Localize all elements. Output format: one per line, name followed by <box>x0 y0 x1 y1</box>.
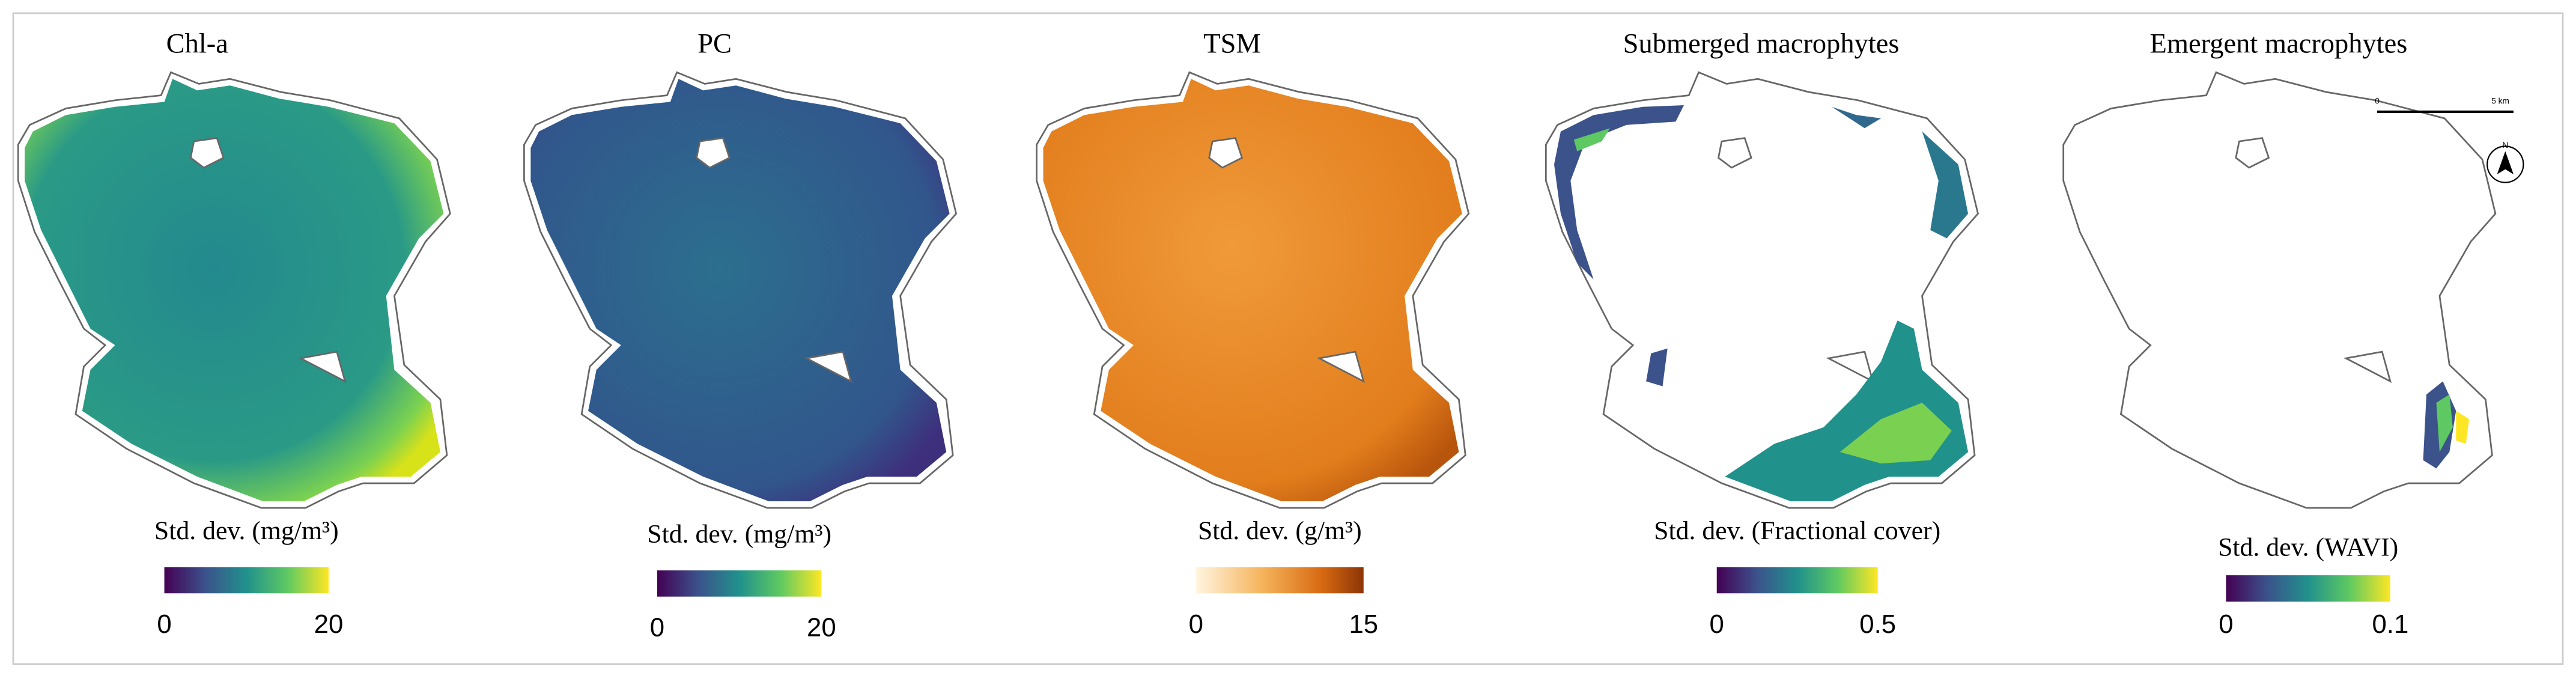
colorbar-tick: 0 <box>1189 609 1203 639</box>
colorbar <box>1716 567 1878 594</box>
colorbar <box>657 570 822 597</box>
colorbar-label: Std. dev. (mg/m³) <box>154 516 339 545</box>
panel-title: PC <box>697 29 732 60</box>
north-arrow: N <box>2486 141 2524 183</box>
colorbar-label: Std. dev. (Fractional cover) <box>1654 516 1940 545</box>
scale-start: 0 <box>2375 96 2380 105</box>
colorbar-tick: 0 <box>2219 609 2233 639</box>
colorbar <box>1195 567 1364 594</box>
colorbar <box>164 567 329 594</box>
colorbar-tick: 15 <box>1349 609 1378 639</box>
maps <box>17 71 2497 509</box>
colorbar-tick: 0 <box>157 609 171 639</box>
colorbar-tick: 20 <box>314 609 344 639</box>
panel-title: Chl-a <box>166 29 228 60</box>
colorbar-label: Std. dev. (g/m³) <box>1198 516 1362 545</box>
panel-title: Emergent macrophytes <box>2150 29 2408 60</box>
scale-end: 5 km <box>2491 96 2509 105</box>
colorbar-tick: 0.5 <box>1859 609 1896 639</box>
colorbar-label: Std. dev. (mg/m³) <box>647 519 831 548</box>
frame <box>12 12 2564 665</box>
colorbar-tick: 20 <box>807 612 836 642</box>
colorbar <box>2226 575 2390 602</box>
colorbar-tick: 0.1 <box>2372 609 2408 639</box>
map-pc <box>523 71 957 509</box>
colorbar-tick: 0 <box>650 612 664 642</box>
map-submerged <box>1545 71 1979 509</box>
panel-title: Submerged macrophytes <box>1623 29 1900 60</box>
north-label: N <box>2502 141 2508 150</box>
map-chl-a <box>17 71 451 509</box>
map-tsm <box>1036 71 1470 509</box>
colorbar-label: Std. dev. (WAVI) <box>2218 533 2398 561</box>
map-emergent <box>2062 71 2497 509</box>
scale-bar: 0 5 km <box>2375 96 2514 113</box>
colorbar-tick: 0 <box>1710 609 1724 639</box>
panel-title: TSM <box>1203 29 1261 60</box>
